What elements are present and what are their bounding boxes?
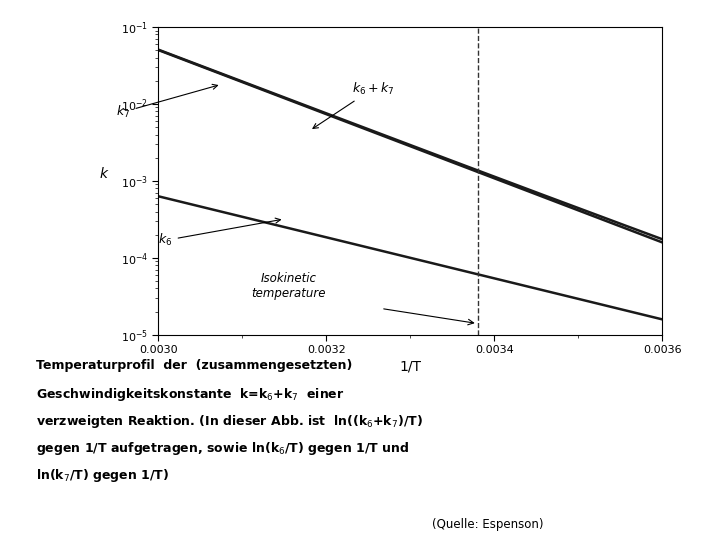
Text: gegen 1/T aufgetragen, sowie ln(k$_6$/T) gegen 1/T und: gegen 1/T aufgetragen, sowie ln(k$_6$/T)… (36, 440, 410, 457)
Text: verzweigten Reaktion. (In dieser Abb. ist  ln((k$_6$+k$_7$)/T): verzweigten Reaktion. (In dieser Abb. is… (36, 413, 423, 430)
Text: ln(k$_7$/T) gegen 1/T): ln(k$_7$/T) gegen 1/T) (36, 467, 169, 484)
Text: Isokinetic
temperature: Isokinetic temperature (251, 272, 326, 300)
Y-axis label: $k$: $k$ (99, 166, 109, 181)
Text: $k_6$: $k_6$ (158, 218, 281, 248)
Text: $k_6+k_7$: $k_6+k_7$ (313, 80, 395, 129)
Text: (Quelle: Espenson): (Quelle: Espenson) (432, 518, 544, 531)
Text: Temperaturprofil  der  (zusammengesetzten): Temperaturprofil der (zusammengesetzten) (36, 359, 352, 372)
X-axis label: 1/T: 1/T (400, 360, 421, 373)
Text: $k_7$: $k_7$ (117, 84, 217, 120)
Text: Geschwindigkeitskonstante  k=k$_6$+k$_7$  einer: Geschwindigkeitskonstante k=k$_6$+k$_7$ … (36, 386, 344, 403)
